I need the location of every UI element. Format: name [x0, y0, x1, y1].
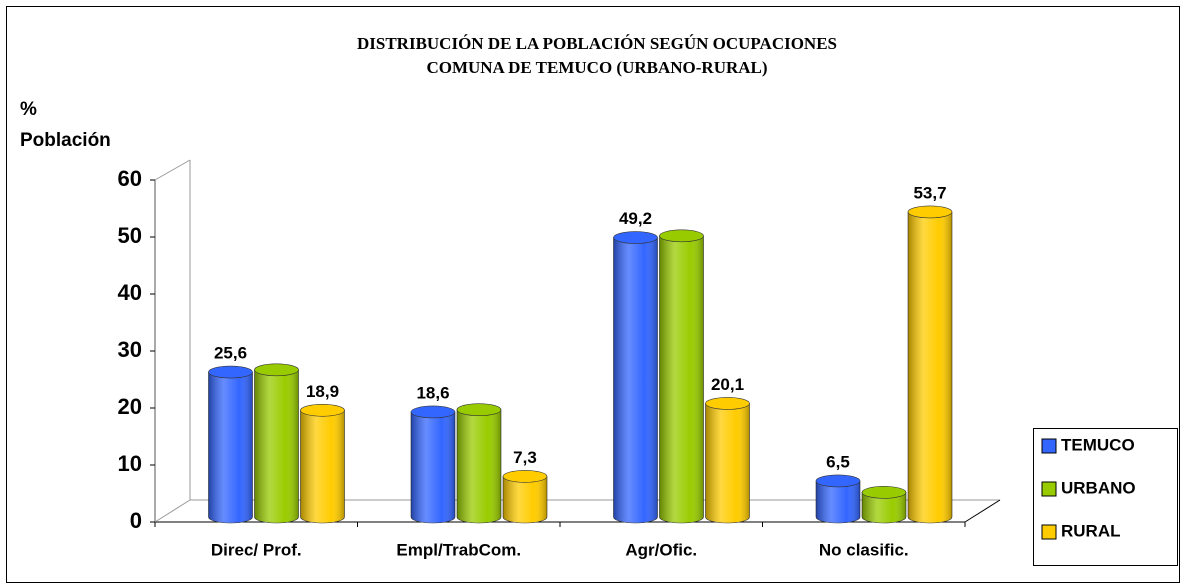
data-label: 6,5 — [826, 452, 850, 471]
bar-top — [254, 363, 299, 377]
bar-shading — [659, 235, 704, 523]
chart-subtitle: COMUNA DE TEMUCO (URBANO-RURAL) — [426, 58, 767, 77]
y-tick-label: 40 — [118, 280, 142, 305]
y-tick-label: 10 — [118, 451, 142, 476]
x-tick-label: Empl/TrabCom. — [396, 540, 521, 559]
bar-shading — [457, 409, 501, 523]
bar-top — [613, 231, 658, 244]
bar-shading — [862, 492, 906, 523]
data-label: 53,7 — [913, 183, 946, 202]
bar-top — [659, 229, 704, 243]
bar-top — [300, 403, 345, 417]
y-axis-label: % — [20, 99, 37, 120]
bar-shading — [254, 369, 299, 523]
bar-top — [815, 474, 861, 488]
x-tick-label: Direc/ Prof. — [211, 540, 302, 559]
bar-shading — [816, 480, 860, 523]
bar-shading — [908, 211, 952, 523]
bar-top — [456, 403, 502, 417]
bar-top — [705, 397, 750, 410]
legend-label: RURAL — [1061, 521, 1121, 540]
y-tick-label: 0 — [130, 508, 142, 533]
bar-shading — [411, 411, 455, 523]
y-tick-label: 20 — [118, 394, 142, 419]
bar-shading — [208, 372, 253, 523]
legend-label: URBANO — [1061, 478, 1136, 497]
legend-swatch — [1041, 481, 1057, 497]
legend-swatch — [1041, 438, 1057, 454]
legend — [1033, 428, 1178, 566]
chart-title: DISTRIBUCIÓN DE LA POBLACIÓN SEGÚN OCUPA… — [357, 34, 837, 53]
y-tick-label: 60 — [118, 166, 142, 191]
bar-shading — [300, 410, 345, 523]
x-tick-label: No clasific. — [819, 540, 909, 559]
y-tick-label: 50 — [118, 223, 142, 248]
bar-shading — [705, 403, 750, 523]
bar-top — [410, 405, 456, 419]
bar-top — [502, 470, 548, 483]
data-label: 25,6 — [214, 344, 247, 363]
legend-label: TEMUCO — [1061, 435, 1135, 454]
data-label: 18,9 — [306, 382, 339, 401]
data-label: 7,3 — [513, 448, 537, 467]
y-axis-label: Población — [20, 130, 111, 151]
data-label: 49,2 — [619, 209, 652, 228]
data-label: 18,6 — [416, 383, 449, 402]
bar-shading — [503, 476, 547, 523]
legend-swatch — [1041, 524, 1057, 540]
frame — [6, 6, 1180, 583]
y-tick-label: 30 — [118, 337, 142, 362]
bar-top — [861, 486, 907, 499]
bar-top — [907, 205, 953, 219]
bar-top — [208, 365, 253, 379]
x-tick-label: Agr/Ofic. — [625, 540, 697, 559]
data-label: 20,1 — [711, 375, 744, 394]
bar-shading — [613, 237, 658, 523]
